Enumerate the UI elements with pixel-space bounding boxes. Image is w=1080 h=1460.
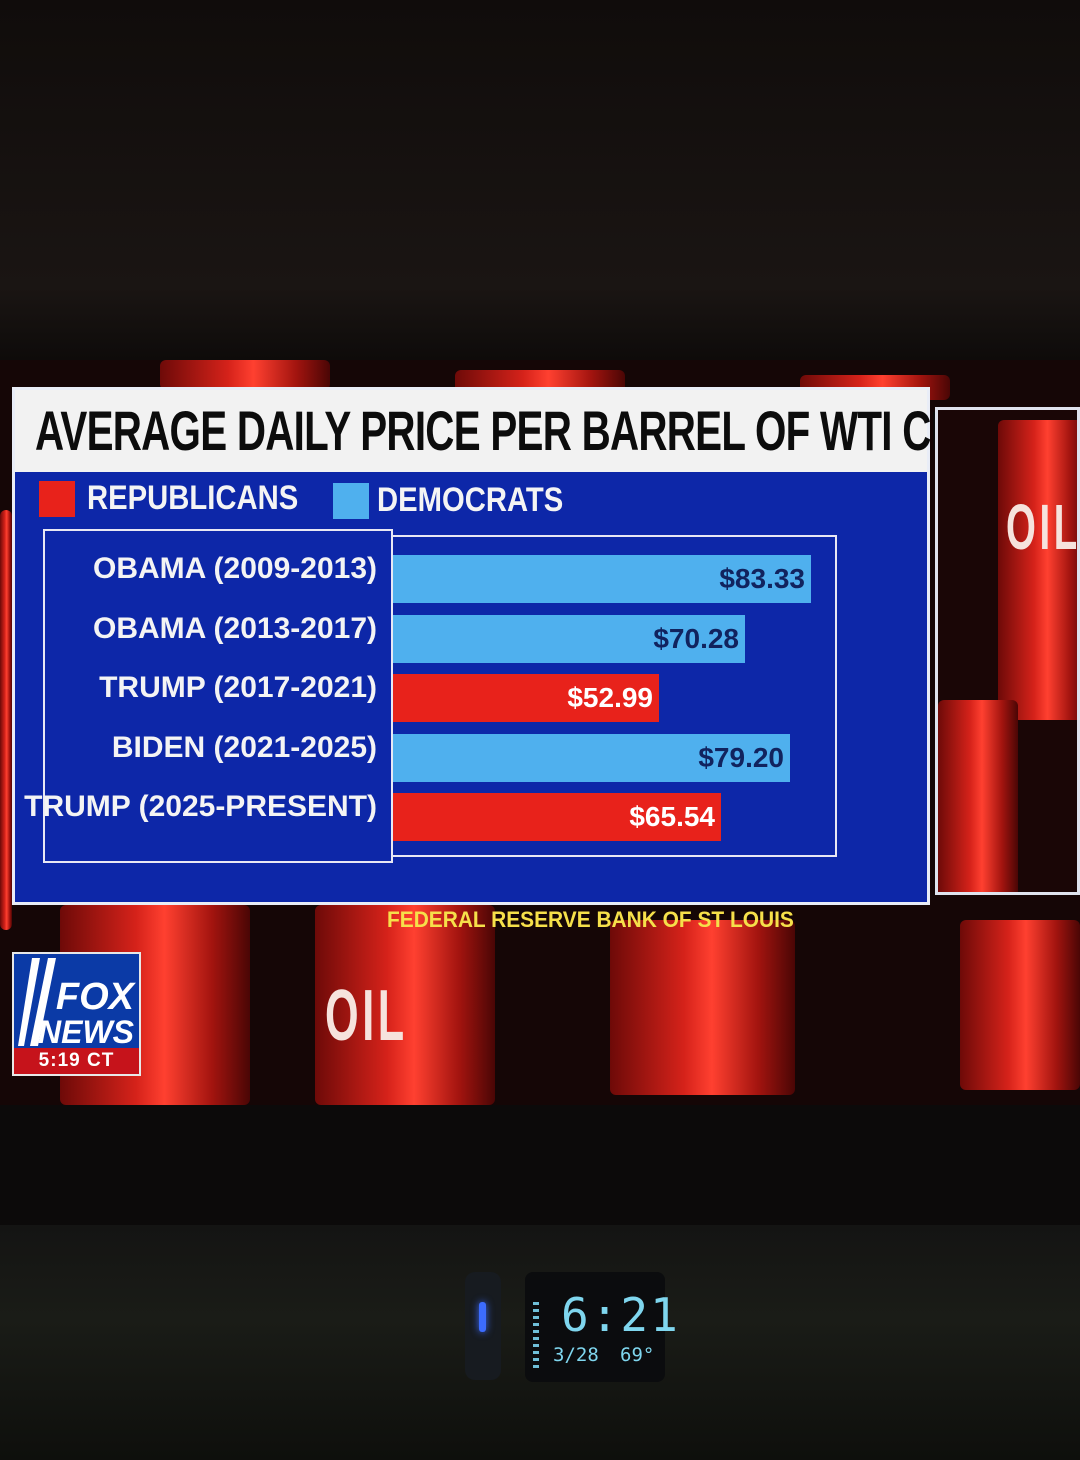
category-label: OBAMA (2009-2013) [93,552,377,585]
bar [393,555,811,603]
chart-source: FEDERAL RESERVE BANK OF ST LOUIS [387,907,794,932]
category-label: OBAMA (2013-2017) [93,611,377,645]
side-video-panel: OIL [935,407,1080,895]
legend-swatch-democrats [333,483,369,519]
bar-value-label: $83.33 [719,563,805,594]
alarm-clock: 6:21 3/28 69° [525,1272,678,1382]
fox-logo-line1: FOX [55,976,134,1018]
speaker-led [479,1302,486,1332]
chart-title: AVERAGE DAILY PRICE PER BARREL OF WTI CR… [35,399,1080,462]
smart-speaker [465,1272,501,1380]
fox-logo-line2: NEWS [38,1014,134,1050]
side-barrel [938,700,1018,892]
title-bar: AVERAGE DAILY PRICE PER BARREL OF WTI CR… [15,390,1080,472]
bar [393,674,659,722]
room-background [0,0,1080,360]
bar-value-label: $79.20 [698,741,784,773]
tv-bezel [0,1105,1080,1225]
legend-label-democrats: DEMOCRATS [377,481,564,519]
background-barrel [160,360,330,390]
category-label: BIDEN (2021-2025) [111,730,377,764]
barrel-oil-text: OIL [325,976,408,1056]
background-barrel: OIL [315,905,495,1105]
category-label: TRUMP (2025-PRESENT) [24,790,377,823]
clock-temperature: 69° [620,1344,655,1366]
category-label: TRUMP (2017-2021) [99,671,377,704]
side-barrel: OIL [998,420,1080,720]
side-barrel-oil-text: OIL [1006,491,1080,563]
background-barrel [960,920,1080,1090]
background-barrel [610,920,795,1095]
category-label-box: OBAMA (2009-2013) OBAMA (2013-2017) TRUMP … [24,529,393,863]
fox-news-logo: FOX NEWS 5:19 CT [12,952,141,1076]
bar [393,614,745,663]
bar-value-label: $70.28 [653,622,739,654]
fox-slash-icon [18,958,56,1046]
chart-panel: AVERAGE DAILY PRICE PER BARREL OF WTI CR… [12,387,1080,905]
bar [393,793,721,841]
legend-label-republicans: REPUBLICANS [87,479,299,517]
broadcast-clock: 5:19 CT [14,1048,139,1074]
clock-time: 6:21 [561,1288,680,1342]
bar [393,733,790,782]
clock-date: 3/28 [553,1344,599,1366]
bar-value-label: $65.54 [629,801,715,832]
clock-indicator-dots [533,1302,539,1370]
legend-swatch-republicans [39,481,75,517]
bar-plot-area: $83.33 $70.28 $52.99 $79.20 $65.54 [391,535,837,857]
bar-value-label: $52.99 [567,682,653,713]
background-barrel [0,510,12,930]
